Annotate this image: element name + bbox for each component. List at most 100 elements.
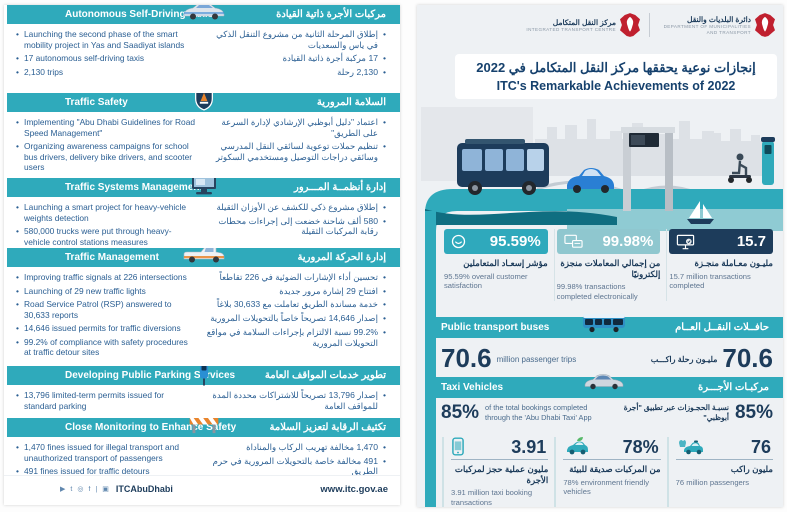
logo-name-en: DEPARTMENT OF MUNICIPALITIES AND TRANSPO… xyxy=(663,23,751,35)
taxi-image xyxy=(582,372,626,391)
logos-row: مركز النقل المتكامل INTEGRATED TRANSPORT… xyxy=(526,13,775,37)
bullet: 491 مخالفة خاصة بالتحويلات المرورية في ح… xyxy=(206,456,386,475)
section-title-en: Autonomous Self-Driving Taxis xyxy=(65,9,214,20)
logo-name-en: INTEGRATED TRANSPORT CENTRE xyxy=(526,26,616,32)
control-monitor-icon xyxy=(189,178,219,196)
section-title-en: Traffic Management xyxy=(65,252,159,263)
logo-name-ar: دائرة البلديات والنقل xyxy=(687,14,751,24)
section-body: 1,470 fines issued for illegal transport… xyxy=(4,437,400,475)
booking-value: 85% xyxy=(441,402,480,423)
booking-stat-en: 85% of the total bookings completed thro… xyxy=(441,403,607,422)
stat-value: 78% xyxy=(622,437,659,457)
e-transactions-icon xyxy=(564,234,583,249)
road-stripe xyxy=(425,211,436,507)
phone-icon xyxy=(452,437,464,456)
stat-eco-vehicles: 78% من المركبات صديقة للبيئة 78% environ… xyxy=(554,437,666,508)
twitter-icon[interactable]: t xyxy=(70,485,73,493)
logo-itc: مركز النقل المتكامل INTEGRATED TRANSPORT… xyxy=(526,13,640,37)
instagram-icon[interactable]: ◎ xyxy=(77,486,84,493)
bullet: 17 autonomous self-driving taxis xyxy=(16,53,196,64)
bus-stat-ar: 70.6 مليـون رحلة راكـــب xyxy=(651,345,773,371)
right-page: مركز النقل المتكامل INTEGRATED TRANSPORT… xyxy=(417,5,783,508)
bullet: افتتاح 29 إشارة مرور جديدة xyxy=(206,286,386,297)
page-title-en: ITC's Remarkable Achievements of 2022 xyxy=(496,79,736,93)
bus-value: 70.6 xyxy=(441,343,492,373)
stat-label-ar: مليون راكب xyxy=(730,464,773,474)
bullet: 1,470 fines issued for illegal transport… xyxy=(16,442,196,463)
stat-transactions-completed: 15.7 مليـون معـاملة منجـزة 15.7 million … xyxy=(667,229,779,301)
section-header-bar: Traffic Management إدارة الحركة المرورية xyxy=(7,248,400,267)
section-body: Launching the second phase of the smart … xyxy=(4,24,400,93)
bullet: Launching of 29 new traffic lights xyxy=(16,286,196,297)
booking-caption-ar: نسبـة الحجـوزات عبر تطبيق "أجرة أبوظبي" xyxy=(623,403,729,422)
stat-label-ar: من المركبات صديقة للبيئة xyxy=(569,464,661,474)
bullet: خدمة مساندة الطريق تعاملت مع 30,633 بلاغ… xyxy=(206,299,386,310)
section-body: Improving traffic signals at 226 interse… xyxy=(4,267,400,366)
taxi-stats-row: 3.91 مليون عملية حجز لمركبات الأجرة 3.91… xyxy=(442,437,779,508)
bullet: تنظيم حملات توعوية لسائقي النقل المدرسي … xyxy=(206,141,386,162)
section-title-ar: مركبات الأجرة ذاتية القيادة xyxy=(276,9,386,20)
traffic-barrier-icon xyxy=(187,418,221,435)
stat-number-row: 3.91 xyxy=(451,437,549,460)
section-header-bar: Traffic Systems Management إدارة أنظمــة… xyxy=(7,178,400,197)
smiley-icon xyxy=(451,234,466,249)
booking-value-ar: 85% xyxy=(734,402,773,423)
left-page-footer: ▶ t ◎ f | ▣ ITCAbuDhabi www.itc.gov.ae xyxy=(4,475,400,506)
stat-label-ar: مؤشر إسعـاد المتعاملين xyxy=(463,258,548,268)
section-header-bar: Close Monitoring to Enhance Safety تكثيف… xyxy=(7,418,400,437)
bus-title-ar: حافــلات النقــل العــام xyxy=(675,322,769,333)
section-title-ar: تطوير خدمات المواقف العامة xyxy=(264,370,386,381)
bullets-en: Launching the second phase of the smart … xyxy=(16,29,196,91)
section-title-ar: إدارة أنظمــة المـــرور xyxy=(294,182,386,193)
bullet: 17 مركبة أجرة ذاتية القيادة xyxy=(206,53,386,64)
website-url[interactable]: www.itc.gov.ae xyxy=(320,483,388,495)
stat-pill: 99.98% xyxy=(556,229,661,254)
stat-taxi-bookings: 3.91 مليون عملية حجز لمركبات الأجرة 3.91… xyxy=(442,437,554,508)
social-links: ▶ t ◎ f | ▣ ITCAbuDhabi xyxy=(60,484,173,494)
section-autonomous-taxis: Autonomous Self-Driving Taxis مركبات الأ… xyxy=(4,5,400,93)
section-title-en: Traffic Safety xyxy=(65,97,128,108)
section-title-en: Traffic Systems Management xyxy=(65,182,203,193)
bullets-en: Improving traffic signals at 226 interse… xyxy=(16,272,196,364)
stat-label-en: 76 million passengers xyxy=(675,477,750,487)
bullet: 1,470 مخالفة تهريب الركاب والمناداة xyxy=(206,442,386,453)
bullet: 580 ألف شاحنة خضعت إلى إجراءات محطات رقا… xyxy=(206,216,386,237)
taxi-title-ar: مركبـات الأجـــرة xyxy=(697,382,769,393)
bus-section-bar: Public transport buses حافــلات النقــل … xyxy=(425,314,783,338)
bullet: Launching the second phase of the smart … xyxy=(16,29,196,50)
bullet: 580,000 trucks were put through heavy-ve… xyxy=(16,226,196,247)
stat-number-row: 78% xyxy=(563,437,661,460)
youtube-icon[interactable]: ▶ xyxy=(60,486,66,493)
bullets-en: Implementing "Abu Dhabi Guidelines for R… xyxy=(16,117,196,176)
bullet: 14,646 issued permits for traffic divers… xyxy=(16,323,196,334)
booking-caption-en: of the total bookings completed through … xyxy=(485,403,592,422)
bullets-ar: إطلاق مشروع ذكي للكشف عن الأوزان الثقيلة… xyxy=(206,202,386,246)
bullet: Road Service Patrol (RSP) answered to 30… xyxy=(16,299,196,320)
section-traffic-systems: Traffic Systems Management إدارة أنظمــة… xyxy=(4,178,400,248)
bus-stat-en: 70.6 million passenger trips xyxy=(441,345,576,371)
booking-stat-ar: 85% نسبـة الحجـوزات عبر تطبيق "أجرة أبوظ… xyxy=(607,403,773,422)
gallery-icon[interactable]: ▣ xyxy=(102,486,109,493)
section-header-bar: Developing Public Parking Services تطوير… xyxy=(7,366,400,386)
stat-value: 3.91 xyxy=(511,437,547,457)
social-handle[interactable]: ITCAbuDhabi xyxy=(115,484,173,494)
bullets-en: 1,470 fines issued for illegal transport… xyxy=(16,442,196,475)
bus-caption-ar: مليـون رحلة راكـــب xyxy=(650,355,718,364)
stat-value: 95.59% xyxy=(489,233,541,250)
stat-label-en: 78% environment friendly vehicles xyxy=(563,477,650,497)
bullet: إصدار 14,646 تصريحاً خاصاً بالتحويلات ال… xyxy=(206,313,386,324)
logo-text: مركز النقل المتكامل INTEGRATED TRANSPORT… xyxy=(526,18,616,33)
bullet: إصدار 13,796 تصريحاً للاشتراكات محددة ال… xyxy=(206,390,386,411)
left-page: Autonomous Self-Driving Taxis مركبات الأ… xyxy=(4,5,400,505)
facebook-icon[interactable]: f xyxy=(88,485,91,493)
section-close-monitoring: Close Monitoring to Enhance Safety تكثيف… xyxy=(4,418,400,475)
city-illustration xyxy=(417,101,783,231)
police-taxi-icon xyxy=(181,5,227,22)
logo-text: دائرة البلديات والنقل DEPARTMENT OF MUNI… xyxy=(659,15,751,36)
stat-value: 99.98% xyxy=(602,233,654,250)
bullet: 2,130 رحلة xyxy=(206,67,386,78)
taxi-title-en: Taxi Vehicles xyxy=(441,382,504,393)
stat-electronic-transactions: 99.98% من إجمالي المعاملات منجزة إلكترون… xyxy=(555,229,668,302)
taxi-hail-icon xyxy=(677,437,704,456)
logo-dmt: دائرة البلديات والنقل DEPARTMENT OF MUNI… xyxy=(659,13,775,37)
